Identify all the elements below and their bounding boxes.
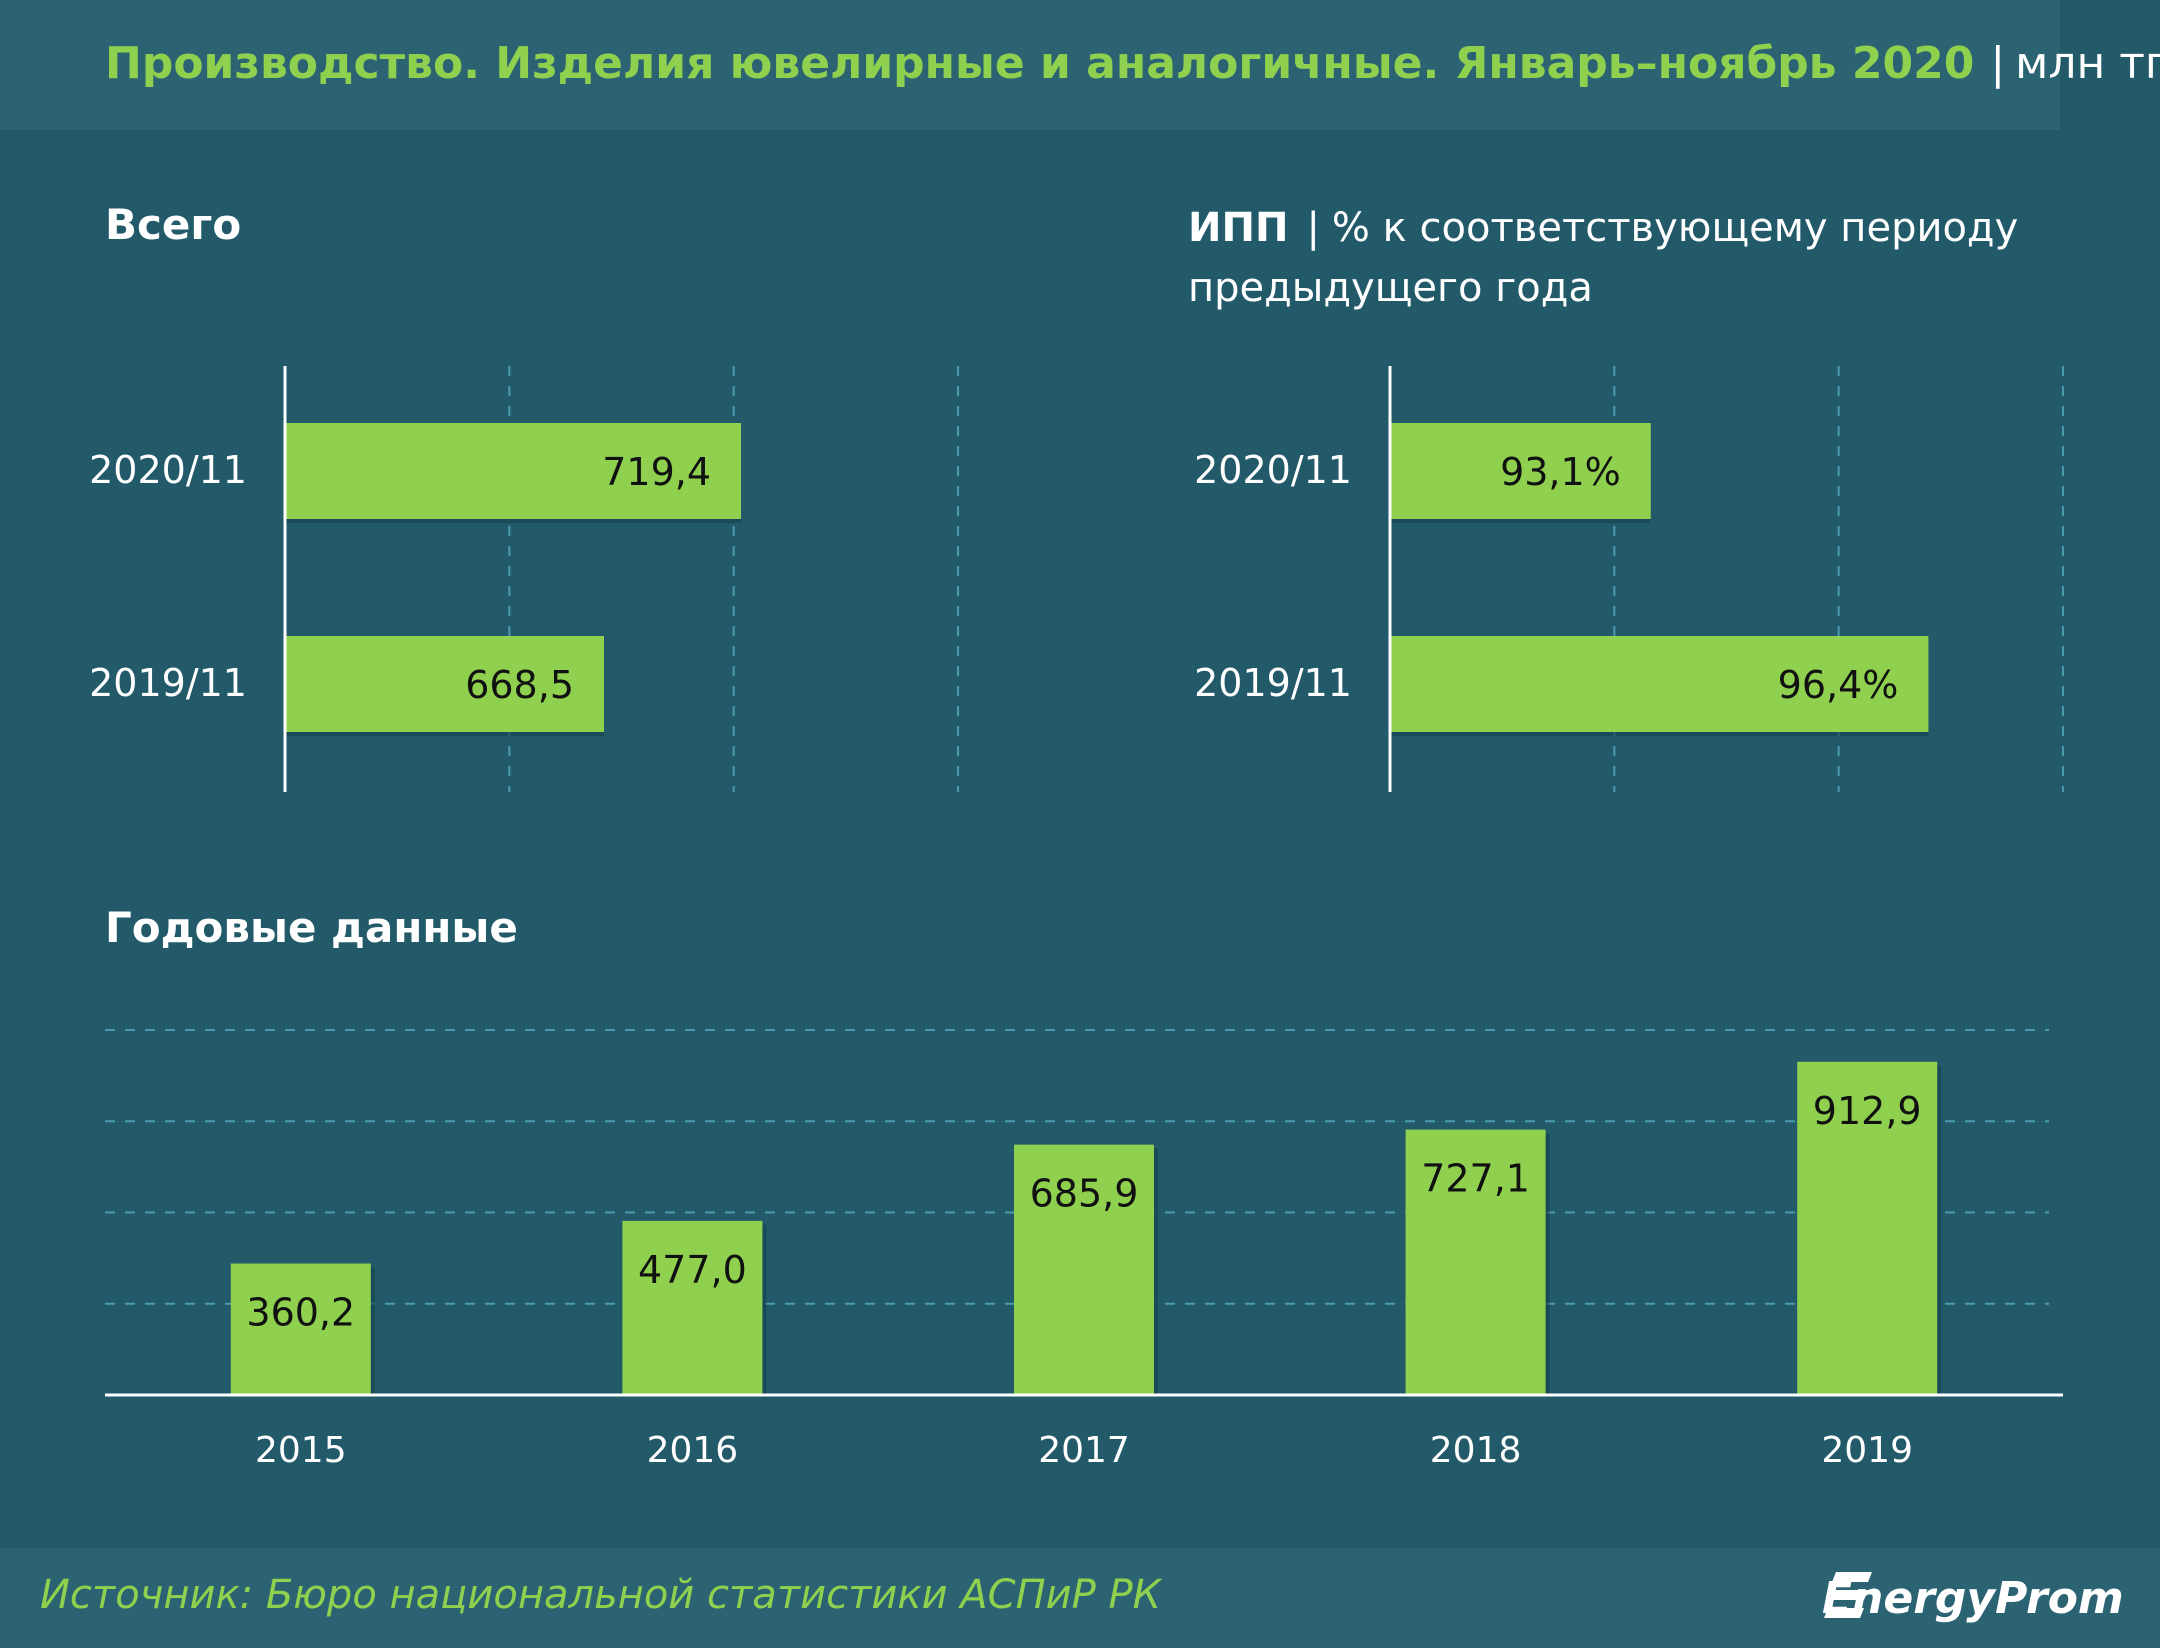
annual-chart-value-label: 727,1 bbox=[1421, 1157, 1530, 1201]
annual-chart-bar bbox=[1797, 1061, 1938, 1395]
ipp-subtitle: % к соответствующему периоду предыдущего… bbox=[1188, 205, 2019, 311]
ipp-section-title: ИПП |% к соответствующему периоду предыду… bbox=[1188, 198, 2068, 318]
total-chart-bar bbox=[285, 423, 742, 519]
annual-chart-value-label: 685,9 bbox=[1030, 1172, 1139, 1216]
energyprom-logo-icon bbox=[1824, 1572, 1872, 1618]
ipp-chart-bar bbox=[1390, 636, 1929, 732]
total-chart-category-label: 2019/11 bbox=[89, 661, 247, 705]
annual-chart-x-tick-label: 2019 bbox=[1821, 1430, 1913, 1471]
logo-text: EnergyProm bbox=[1822, 1572, 2124, 1624]
annual-chart-value-label: 912,9 bbox=[1813, 1089, 1922, 1133]
total-chart-value-label: 719,4 bbox=[602, 450, 711, 494]
annual-chart-x-tick-label: 2015 bbox=[255, 1430, 347, 1471]
annual-chart-bar bbox=[230, 1263, 371, 1395]
ipp-separator: | bbox=[1306, 205, 1320, 251]
annual-chart-bar bbox=[1014, 1144, 1154, 1395]
total-chart-value-label: 668,5 bbox=[465, 663, 574, 707]
unit-label: млн тг bbox=[2015, 38, 2160, 89]
total-chart-category-label: 2020/11 bbox=[89, 448, 247, 492]
annual-chart-x-tick-label: 2018 bbox=[1430, 1430, 1522, 1471]
chart-title-row: Производство. Изделия ювелирные и аналог… bbox=[105, 38, 2160, 89]
total-chart-bar bbox=[285, 636, 605, 732]
annual-chart-value-label: 477,0 bbox=[638, 1248, 747, 1292]
annual-chart-value-label: 360,2 bbox=[246, 1291, 355, 1335]
ipp-chart-value-label: 96,4% bbox=[1778, 663, 1899, 707]
total-section-title: Всего bbox=[105, 200, 242, 249]
energyprom-logo: EnergyProm bbox=[1822, 1568, 2124, 1628]
chart-title: Производство. Изделия ювелирные и аналог… bbox=[105, 38, 1975, 89]
header-band bbox=[0, 0, 2060, 130]
annual-chart-bar bbox=[622, 1220, 763, 1395]
title-separator: | bbox=[1990, 38, 2006, 89]
source-note: Источник: Бюро национальной статистики А… bbox=[40, 1572, 1161, 1618]
ipp-chart-bar bbox=[1390, 423, 1651, 519]
annual-chart-bar bbox=[1405, 1129, 1546, 1395]
ipp-title: ИПП bbox=[1188, 205, 1289, 251]
ipp-chart-value-label: 93,1% bbox=[1500, 450, 1621, 494]
annual-section-title: Годовые данные bbox=[105, 903, 518, 952]
ipp-chart-category-label: 2020/11 bbox=[1194, 448, 1352, 492]
annual-chart-x-tick-label: 2016 bbox=[647, 1430, 739, 1471]
annual-chart-x-tick-label: 2017 bbox=[1038, 1430, 1130, 1471]
footer-band bbox=[0, 1548, 2160, 1648]
ipp-chart-category-label: 2019/11 bbox=[1194, 661, 1352, 705]
